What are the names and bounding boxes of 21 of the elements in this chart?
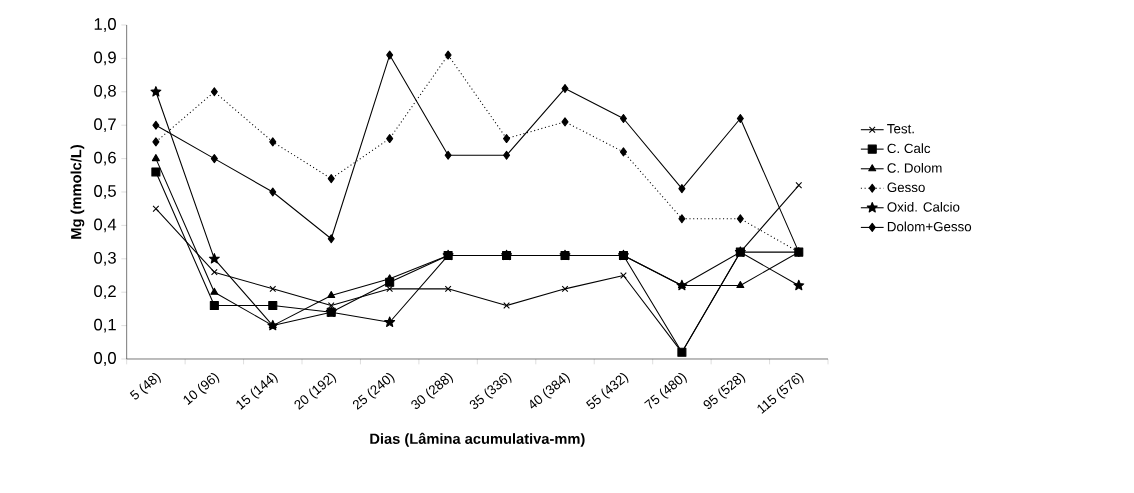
y-tick-label: 0,2 [94,285,116,300]
y-tick-label: 0,4 [94,218,117,233]
legend-label: Dolom+Gesso [887,221,972,232]
legend-label: Gesso [887,182,925,193]
legend-label: Oxid. Calcio [887,201,960,212]
y-tick-label: 0,7 [94,118,116,133]
legend-label: Test. [887,124,914,134]
y-tick-label: 0,1 [94,318,116,333]
y-tick-label: 1,0 [94,18,116,32]
x-tick-label: 5 (48) [129,373,161,400]
x-tick-label: 10 (96) [183,373,220,405]
y-tick-label: 0,8 [94,84,116,99]
y-tick-label: 0,6 [94,151,116,166]
y-tick-label: 0,5 [94,185,116,199]
legend-label: C. Dolom [887,162,942,173]
y-axis-title: Mg (mmolc/L) [70,145,85,239]
y-tick-label: 0,3 [94,251,116,266]
y-tick-label: 0,9 [94,51,116,66]
x-axis-title: Dias (Lâmina acumulativa-mm) [370,432,585,447]
y-tick-label: 0,0 [94,352,116,366]
legend-label: C. Calc [887,143,931,154]
